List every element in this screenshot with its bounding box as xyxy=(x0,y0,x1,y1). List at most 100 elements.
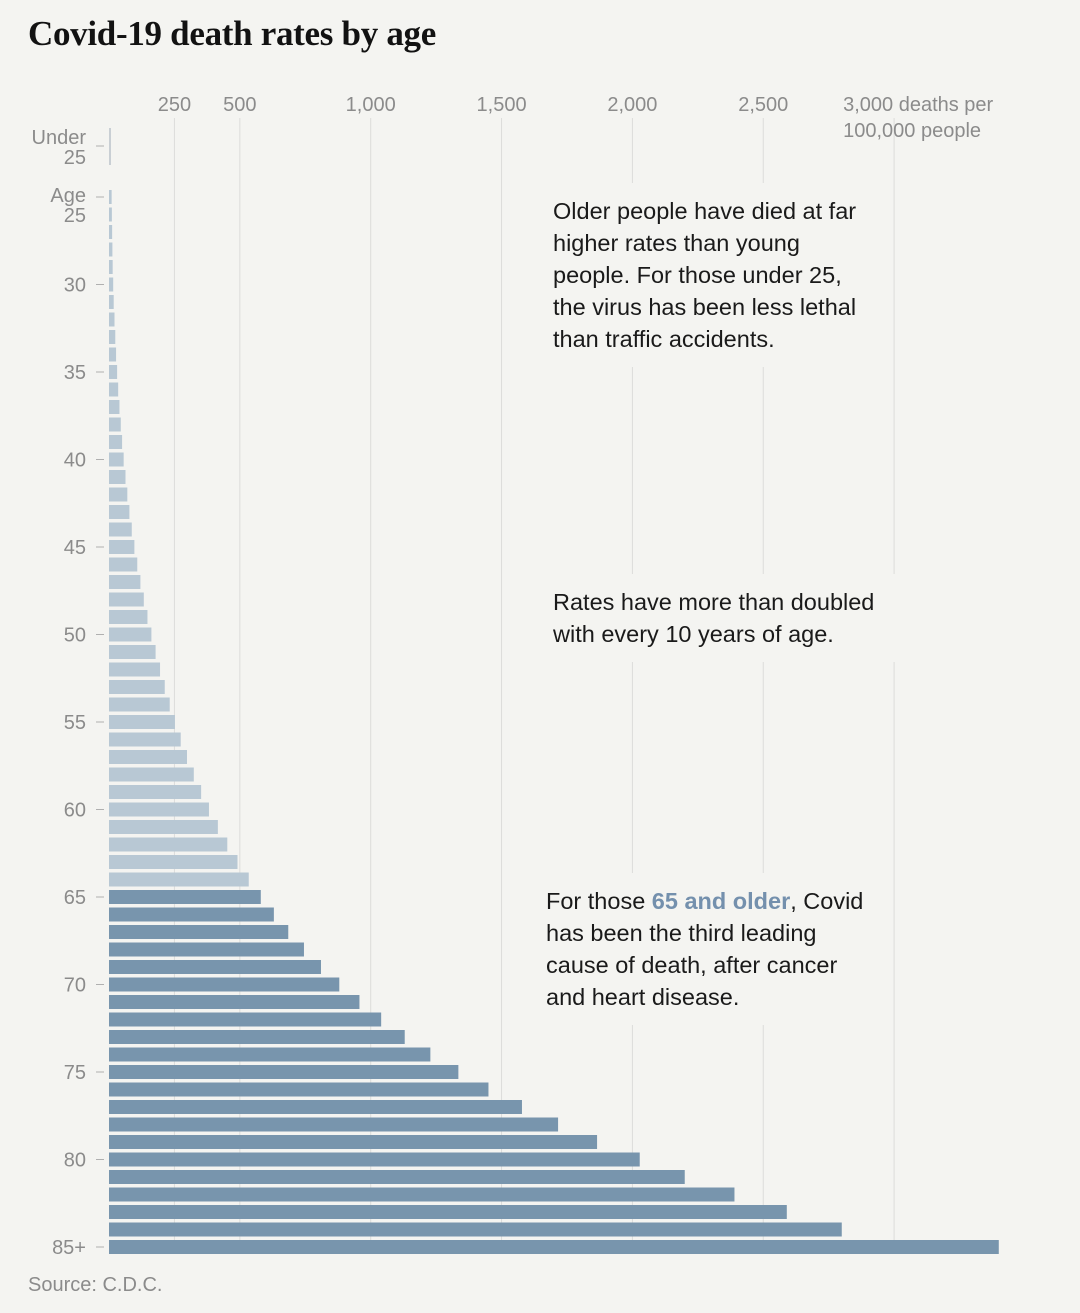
bar-age-51 xyxy=(109,645,156,659)
x-tick-label: 1,000 xyxy=(346,94,396,116)
x-tick-label-unit: 100,000 people xyxy=(843,120,981,142)
y-tick-label-55: 55 xyxy=(64,712,86,734)
bar-age-30 xyxy=(109,277,114,292)
x-axis-ticks: 250 500 1,000 1,500 2,000 2,500 3,000 deaths p… xyxy=(158,94,994,142)
bar-age-63 xyxy=(109,855,238,869)
bar-age-78 xyxy=(109,1117,559,1132)
x-tick-label: 250 xyxy=(158,94,191,116)
bar-age-62 xyxy=(109,837,228,852)
y-tick-label-45: 45 xyxy=(64,537,86,559)
bar-age-46 xyxy=(109,557,138,572)
y-tick-label-75: 75 xyxy=(64,1062,86,1084)
y-tick-label-85+: 85+ xyxy=(52,1237,86,1259)
bar-age-33 xyxy=(109,330,116,344)
x-tick-label: 3,000 deaths per xyxy=(843,94,993,116)
bar-age-25 xyxy=(109,190,112,204)
bar-age-37 xyxy=(109,400,120,414)
source-note: Source: C.D.C. xyxy=(28,1274,163,1296)
y-tick-label-80: 80 xyxy=(64,1150,86,1172)
bar-age-48 xyxy=(109,592,144,607)
bar-age-58 xyxy=(109,767,194,782)
y-label-under: Under xyxy=(32,127,87,149)
y-tick-label-40: 40 xyxy=(64,450,86,472)
bar-age-56 xyxy=(109,732,181,747)
bar-age-73 xyxy=(109,1030,405,1044)
annotation-older-people-text: Older people have died at far higher rat… xyxy=(553,198,857,352)
bar-age-49 xyxy=(109,610,148,624)
bar-age-81 xyxy=(109,1170,685,1184)
bar-age-82 xyxy=(109,1187,735,1202)
y-tick-label-70: 70 xyxy=(64,975,86,997)
x-tick-label: 2,000 xyxy=(607,94,657,116)
chart-title: Covid-19 death rates by age xyxy=(28,14,436,53)
bar-age-61 xyxy=(109,820,218,834)
bar-age-42 xyxy=(109,487,128,502)
bar-age-31 xyxy=(109,295,114,309)
bar-age-47 xyxy=(109,575,141,589)
bar-age-29 xyxy=(109,260,113,274)
bar-age-34 xyxy=(109,347,117,362)
bar-age-32 xyxy=(109,312,115,327)
bar-age-43 xyxy=(109,505,130,519)
bar-age-79 xyxy=(109,1135,598,1149)
bar-age-39 xyxy=(109,435,123,449)
bar-age-40 xyxy=(109,452,124,467)
bar-age-70 xyxy=(109,977,340,992)
bar-age-71 xyxy=(109,995,360,1009)
y-tick-label-35: 35 xyxy=(64,362,86,384)
bar-age-44 xyxy=(109,522,132,537)
bar-age-84 xyxy=(109,1222,842,1237)
bar-age-28 xyxy=(109,242,113,257)
bar-age-50 xyxy=(109,627,152,642)
annotation-doubling-text: Rates have more than doubled with every … xyxy=(553,589,875,647)
bar-age-36 xyxy=(109,382,119,397)
y-label-age-header: Age xyxy=(50,185,86,207)
annotation-65-prefix: For those xyxy=(546,888,652,914)
y-tick-label-50: 50 xyxy=(64,625,86,647)
y-tick-label-25: 25 xyxy=(64,205,86,227)
bar-age-41 xyxy=(109,470,126,484)
y-label-under-25: 25 xyxy=(64,147,86,169)
x-tick-label: 1,500 xyxy=(477,94,527,116)
bar-age-80 xyxy=(109,1152,640,1167)
bar-age-75 xyxy=(109,1065,459,1079)
bar-age-60 xyxy=(109,802,209,817)
bar-age-59 xyxy=(109,785,202,799)
y-tick-label-65: 65 xyxy=(64,887,86,909)
annotation-65-suffix: , Covid has been the third leading cause… xyxy=(546,888,864,1010)
bar-age-85+ xyxy=(109,1240,999,1254)
bar-age-27 xyxy=(109,225,113,239)
bar-age-45 xyxy=(109,540,135,554)
bars xyxy=(109,128,999,1254)
x-tick-label: 2,500 xyxy=(738,94,788,116)
bar-age-65 xyxy=(109,890,261,904)
bar-age-26 xyxy=(109,207,112,222)
bar-age-69 xyxy=(109,960,321,974)
annotation-65-and-older: For those 65 and older, Covid has been t… xyxy=(534,873,884,1025)
bar-age-57 xyxy=(109,750,187,764)
x-tick-label: 500 xyxy=(223,94,256,116)
bar-age-77 xyxy=(109,1100,522,1114)
bar-age-54 xyxy=(109,697,170,712)
bar-age-53 xyxy=(109,680,165,694)
bar-age-67 xyxy=(109,925,289,939)
grid-lines xyxy=(173,118,895,1252)
bar-age-76 xyxy=(109,1082,489,1097)
bar-age-55 xyxy=(109,715,175,729)
bar-age-83 xyxy=(109,1205,787,1219)
annotation-doubling: Rates have more than doubled with every … xyxy=(541,574,895,662)
annotation-65-highlight: 65 and older xyxy=(651,888,791,914)
y-tick-label-30: 30 xyxy=(64,275,86,297)
bar-age-68 xyxy=(109,942,304,957)
y-tick-label-60: 60 xyxy=(64,800,86,822)
bar-age-38 xyxy=(109,417,121,432)
bar-age-74 xyxy=(109,1047,431,1062)
bar-age-64 xyxy=(109,872,249,887)
bar-age-72 xyxy=(109,1012,382,1027)
bar-age-66 xyxy=(109,907,274,922)
bar-age-52 xyxy=(109,662,161,677)
annotation-older-people: Older people have died at far higher rat… xyxy=(541,183,879,367)
bar-age-35 xyxy=(109,365,118,379)
